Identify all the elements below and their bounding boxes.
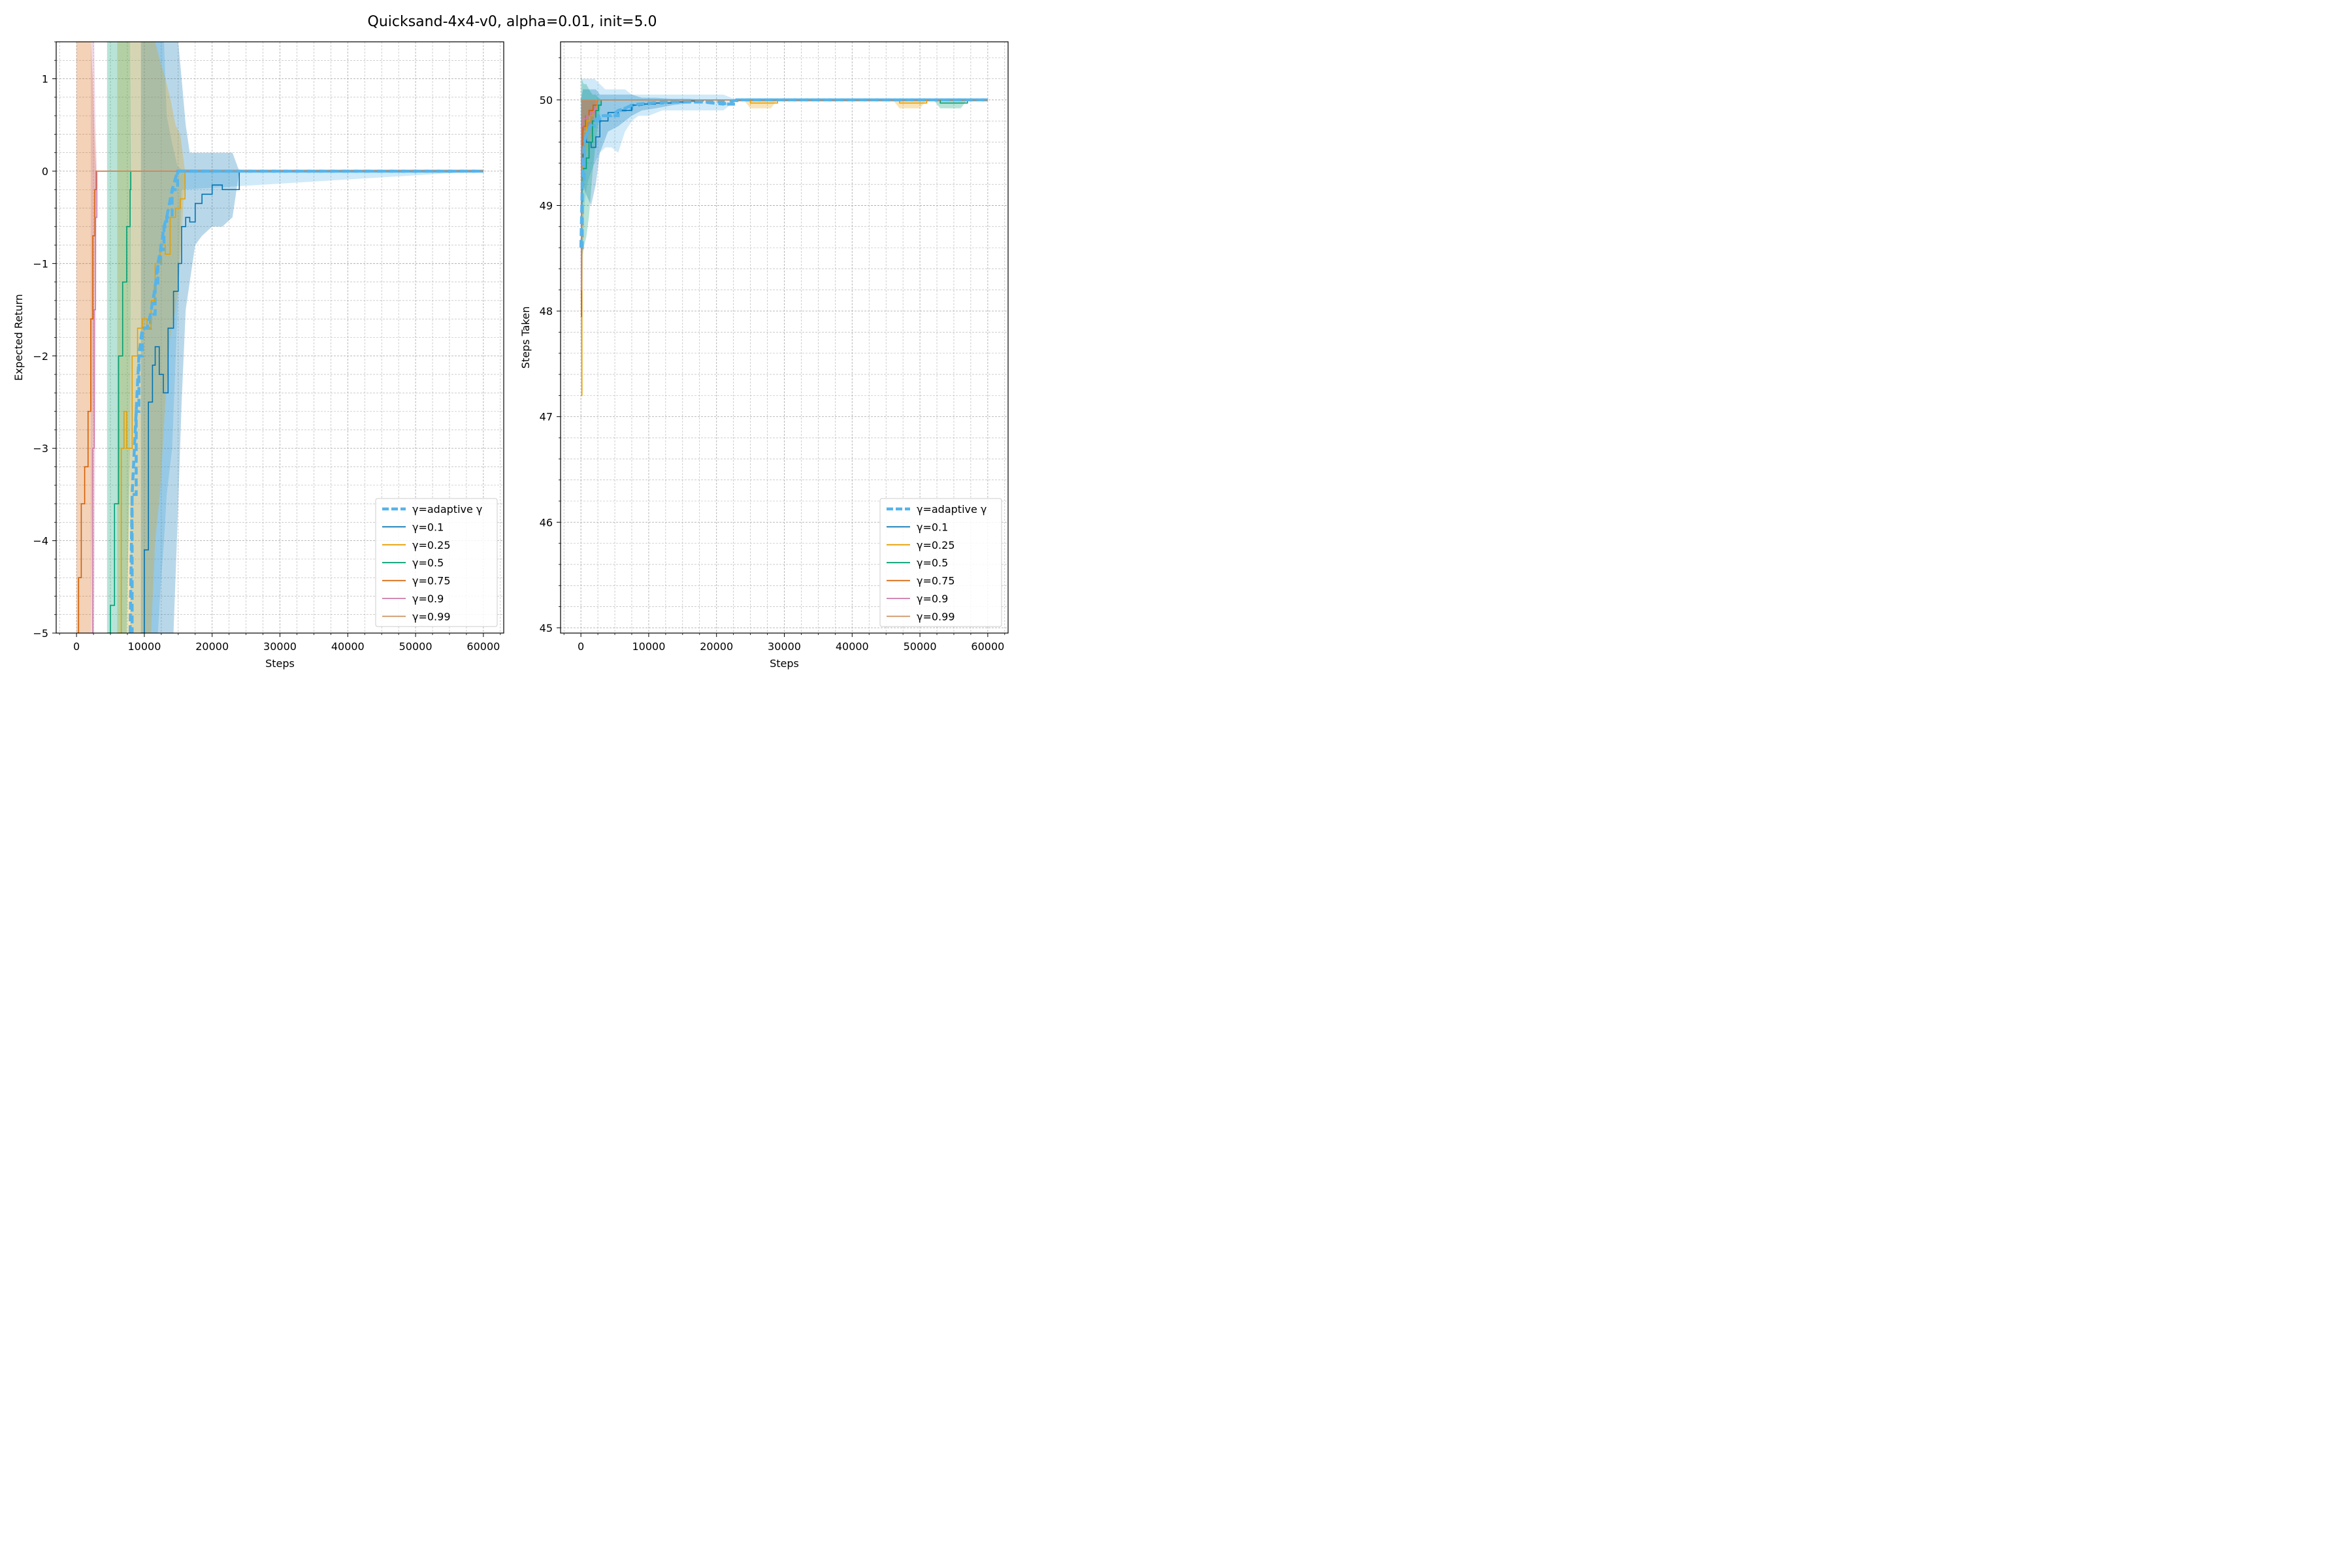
legend-label: γ=0.25 bbox=[412, 539, 451, 551]
y-tick-label: 1 bbox=[42, 73, 48, 86]
x-tick-label: 20000 bbox=[700, 640, 733, 653]
x-tick-label: 50000 bbox=[904, 640, 937, 653]
legend-label: γ=0.1 bbox=[917, 521, 948, 533]
band-adaptive bbox=[581, 78, 988, 375]
figure: Quicksand-4x4-v0, alpha=0.01, init=5.0 0… bbox=[0, 0, 1019, 679]
plot-area bbox=[76, 42, 483, 633]
legend-label: γ=0.75 bbox=[917, 575, 955, 587]
series-line-g0.9 bbox=[90, 171, 483, 633]
y-axis: 45 46 47 48 49 50 bbox=[540, 57, 561, 634]
x-tick-label: 40000 bbox=[836, 640, 869, 653]
y-tick-label: 45 bbox=[540, 622, 553, 634]
y-tick-label: −4 bbox=[33, 535, 48, 547]
legend-label: γ=0.75 bbox=[412, 575, 451, 587]
legend-label: γ=0.9 bbox=[412, 593, 444, 605]
x-axis: 0 10000 20000 30000 40000 50000 60000 bbox=[563, 633, 1005, 653]
y-tick-label: −5 bbox=[33, 627, 48, 640]
x-tick-label: 60000 bbox=[466, 640, 500, 653]
x-tick-label: 0 bbox=[578, 640, 584, 653]
x-tick-label: 30000 bbox=[768, 640, 801, 653]
y-tick-label: −2 bbox=[33, 350, 48, 363]
legend-label: γ=0.25 bbox=[917, 539, 955, 551]
legend-label: γ=adaptive γ bbox=[412, 503, 482, 515]
series-line-adaptive bbox=[130, 169, 483, 633]
legend-label: γ=0.1 bbox=[412, 521, 444, 533]
x-axis: 0 10000 20000 30000 40000 50000 60000 bbox=[59, 633, 501, 653]
series-line-g0.9 bbox=[581, 99, 988, 291]
legend-box bbox=[375, 498, 498, 627]
legend-label: γ=0.5 bbox=[412, 557, 444, 569]
band-g0.25 bbox=[117, 42, 483, 633]
plot-area bbox=[579, 73, 988, 438]
y-tick-label: −3 bbox=[33, 442, 48, 455]
legend-box bbox=[879, 498, 1002, 627]
y-tick-label: 0 bbox=[42, 165, 48, 178]
x-tick-label: 50000 bbox=[399, 640, 433, 653]
series-line-g0.1 bbox=[140, 171, 483, 633]
y-tick-label: 47 bbox=[540, 411, 553, 423]
x-tick-label: 10000 bbox=[127, 640, 161, 653]
legend: γ=adaptive γ γ=0.1 γ=0.25 γ=0.5 γ=0.75 γ=0.9 γ… bbox=[375, 498, 498, 627]
legend: γ=adaptive γ γ=0.1 γ=0.25 γ=0.5 γ=0.75 γ=0.9 γ… bbox=[879, 498, 1002, 627]
x-tick-label: 0 bbox=[73, 640, 80, 653]
x-axis-title: Steps bbox=[770, 657, 799, 670]
y-axis-title: Steps Taken bbox=[519, 306, 532, 368]
band-adaptive bbox=[130, 42, 483, 633]
series-line-adaptive-top bbox=[579, 98, 988, 248]
band-g0.1 bbox=[581, 89, 988, 227]
y-tick-label: 49 bbox=[540, 199, 553, 212]
y-axis-title: Expected Return bbox=[12, 294, 25, 381]
y-tick-label: 50 bbox=[540, 94, 553, 106]
x-tick-label: 30000 bbox=[263, 640, 297, 653]
series-line-g0.75 bbox=[76, 171, 483, 633]
series-line-g0.5 bbox=[106, 171, 483, 633]
y-axis: −5 −4 −3 −2 −1 0 1 bbox=[33, 41, 56, 640]
x-axis-title: Steps bbox=[265, 657, 295, 670]
y-tick-label: 46 bbox=[540, 516, 553, 529]
x-tick-label: 10000 bbox=[632, 640, 665, 653]
x-tick-label: 60000 bbox=[971, 640, 1004, 653]
x-tick-label: 40000 bbox=[331, 640, 365, 653]
legend-label: γ=0.99 bbox=[917, 610, 955, 623]
expected-return-chart: 0 10000 20000 30000 40000 50000 60000−5−4−3−2−… bbox=[12, 41, 504, 670]
legend-label: γ=adaptive γ bbox=[917, 503, 987, 515]
legend-label: γ=0.99 bbox=[412, 610, 451, 623]
y-tick-label: −1 bbox=[33, 257, 48, 270]
steps-taken-chart: 0 10000 20000 30000 40000 50000 60000454647484… bbox=[519, 41, 1009, 670]
legend-label: γ=0.9 bbox=[917, 593, 948, 605]
legend-label: γ=0.5 bbox=[917, 557, 948, 569]
series-line-adaptive-top bbox=[128, 169, 483, 633]
y-tick-label: 48 bbox=[540, 305, 553, 318]
x-tick-label: 20000 bbox=[195, 640, 229, 653]
figure-suptitle: Quicksand-4x4-v0, alpha=0.01, init=5.0 bbox=[368, 14, 657, 30]
